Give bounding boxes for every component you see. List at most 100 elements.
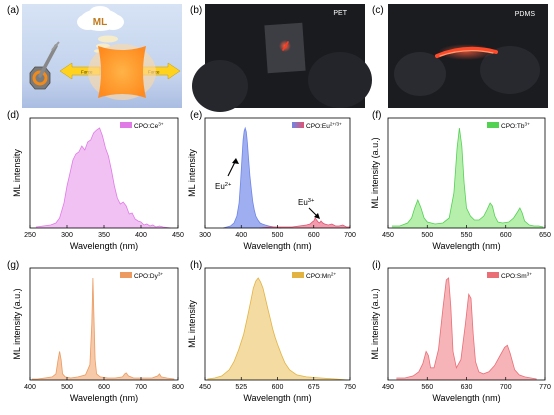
y-axis-label-e: ML intensity <box>187 149 197 197</box>
x-tick-label-f: 650 <box>539 232 551 239</box>
x-tick-label-e: 400 <box>235 232 247 239</box>
panel-letter-f: (f) <box>372 110 381 121</box>
x-tick-label-f: 450 <box>382 232 394 239</box>
plot-frame-g <box>29 267 179 381</box>
series-line-h-0 <box>207 277 348 381</box>
x-tick-label-e: 300 <box>199 232 211 239</box>
force-left-label: Force <box>81 70 93 75</box>
x-tick-label-i: 490 <box>382 384 394 391</box>
pet-label: PET <box>333 10 347 17</box>
mortar-grinder-icon <box>29 41 60 90</box>
schematic-illustration: ML Force Force <box>22 4 182 108</box>
x-tick-label-f: 550 <box>461 232 473 239</box>
x-axis-label-h: Wavelength (nm) <box>243 393 311 403</box>
x-axis-label-i: Wavelength (nm) <box>432 393 500 403</box>
series-line-i-0 <box>396 277 537 380</box>
series-area-g-0 <box>31 278 175 380</box>
annotation-arrowhead-eu3 <box>314 213 320 219</box>
series-line-f-0 <box>391 127 544 228</box>
series-area-f-0 <box>391 128 544 228</box>
chart-d: 250 300 350 400 450 Wavelength (nm) ML intensi… <box>12 117 184 251</box>
chart-h: 450 525 600 675 750 Wavelength (nm) ML intensi… <box>187 267 356 403</box>
panel-letter-c: (c) <box>372 5 384 16</box>
series-area-h-0 <box>207 278 348 380</box>
x-tick-label-h: 600 <box>272 384 284 391</box>
series-area-e-1 <box>259 218 350 228</box>
x-tick-label-i: 700 <box>500 384 512 391</box>
series-line-d-0 <box>35 127 171 229</box>
series-area-i-0 <box>396 278 537 380</box>
y-axis-label-g: ML intensity (a.u.) <box>12 288 22 359</box>
legend-swatch-g <box>120 272 132 278</box>
x-tick-label-h: 450 <box>199 384 211 391</box>
x-tick-label-f: 600 <box>500 232 512 239</box>
pet-photo: PET <box>192 4 372 112</box>
y-axis-label-h: ML intensity <box>187 300 197 348</box>
x-tick-label-d: 450 <box>172 232 184 239</box>
x-axis-label-e: Wavelength (nm) <box>243 241 311 251</box>
annotation-eu2: Eu2+ <box>215 182 232 191</box>
x-tick-label-e: 600 <box>308 232 320 239</box>
spectra-charts: 250 300 350 400 450 Wavelength (nm) ML intensi… <box>12 117 551 403</box>
annotation-eu3: Eu3+ <box>298 198 315 207</box>
x-tick-label-g: 400 <box>24 384 36 391</box>
panel-letter-i: (i) <box>372 260 381 271</box>
x-axis-label-f: Wavelength (nm) <box>432 241 500 251</box>
chart-i: 490 560 630 700 770 Wavelength (nm) ML intensi… <box>370 267 551 403</box>
x-tick-label-d: 300 <box>61 232 73 239</box>
x-tick-label-h: 525 <box>235 384 247 391</box>
x-tick-label-d: 400 <box>135 232 147 239</box>
legend-swatch-e <box>292 122 304 128</box>
x-tick-label-h: 675 <box>308 384 320 391</box>
x-axis-label-d: Wavelength (nm) <box>70 241 138 251</box>
x-tick-label-g: 600 <box>98 384 110 391</box>
legend-swatch-f <box>487 122 499 128</box>
panel-letter-h: (h) <box>190 260 202 271</box>
series-line-e-0 <box>222 126 282 229</box>
panel-letter-a: (a) <box>7 5 19 16</box>
panel-letter-d: (d) <box>7 110 19 121</box>
legend-swatch-d <box>120 122 132 128</box>
x-tick-label-d: 250 <box>24 232 36 239</box>
plot-frame-e <box>204 117 351 229</box>
ml-cloud-bubble: ML <box>77 6 124 31</box>
series-line-g-0 <box>31 277 175 380</box>
x-tick-label-g: 500 <box>61 384 73 391</box>
series-area-e-0 <box>223 128 282 228</box>
legend-label-g: CPO:Dy3+ <box>134 272 163 280</box>
panel-letter-b: (b) <box>190 5 202 16</box>
pdms-photo: PDMS <box>388 4 548 108</box>
legend-label-d: CPO:Ce3+ <box>134 122 164 130</box>
legend-label-i: CPO:Sm3+ <box>501 272 532 280</box>
pdms-label: PDMS <box>515 11 536 18</box>
x-tick-label-e: 500 <box>272 232 284 239</box>
x-tick-label-i: 770 <box>539 384 551 391</box>
series-line-e-1 <box>259 217 350 229</box>
y-axis-label-i: ML intensity (a.u.) <box>370 288 380 359</box>
ml-bubble-text: ML <box>93 17 107 28</box>
series-area-d-0 <box>35 128 171 228</box>
x-tick-label-g: 700 <box>135 384 147 391</box>
legend-swatch-h <box>292 272 304 278</box>
legend-label-f: CPO:Tb3+ <box>501 122 530 130</box>
y-axis-label-d: ML intensity <box>12 149 22 197</box>
y-axis-label-f: ML intensity (a.u.) <box>370 137 380 208</box>
x-tick-label-d: 350 <box>98 232 110 239</box>
chart-e: 300 400 500 600 700 Wavelength (nm) ML intensi… <box>187 117 356 251</box>
annotation-arrowhead-eu2 <box>232 158 239 164</box>
x-tick-label-g: 800 <box>172 384 184 391</box>
panel-letter-g: (g) <box>7 260 19 271</box>
x-tick-label-f: 500 <box>421 232 433 239</box>
legend-label-e: CPO:Eu2+/3+ <box>306 122 342 130</box>
x-tick-label-h: 750 <box>344 384 356 391</box>
x-axis-label-g: Wavelength (nm) <box>70 393 138 403</box>
chart-g: 400 500 600 700 800 Wavelength (nm) ML intensi… <box>12 267 184 403</box>
chart-f: 450 500 550 600 650 Wavelength (nm) ML intensi… <box>370 117 551 251</box>
panel-letter-e: (e) <box>190 110 202 121</box>
x-tick-label-e: 700 <box>344 232 356 239</box>
x-tick-label-i: 560 <box>421 384 433 391</box>
ml-emitting-block <box>98 46 146 98</box>
legend-swatch-i <box>487 272 499 278</box>
legend-label-h: CPO:Mn2+ <box>306 272 337 280</box>
